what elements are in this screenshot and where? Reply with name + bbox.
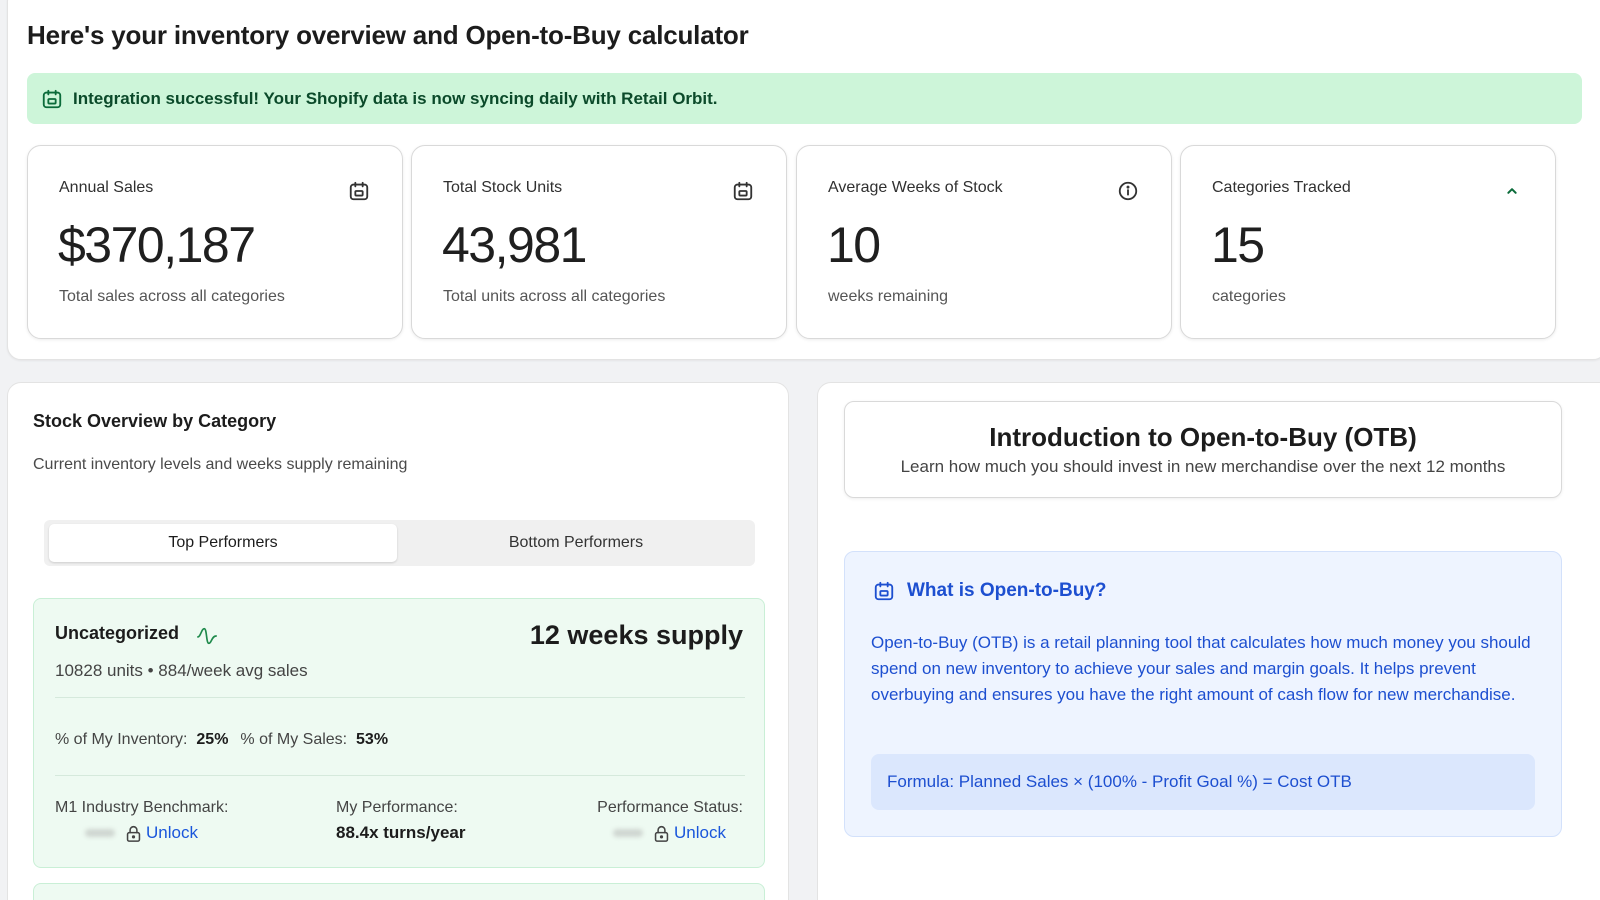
calendar-icon	[349, 181, 369, 201]
banner-text: Integration successful! Your Shopify dat…	[73, 88, 718, 108]
divider	[55, 775, 745, 776]
calendar-icon	[874, 581, 894, 601]
stat-label: Total Stock Units	[443, 179, 563, 196]
otb-intro-subtitle: Learn how much you should invest in new …	[900, 457, 1506, 476]
page-title: Here's your inventory overview and Open-…	[27, 20, 749, 50]
what-is-otb-description: Open-to-Buy (OTB) is a retail planning t…	[871, 633, 1531, 704]
sales-share-label: % of My Sales:	[240, 731, 348, 748]
calendar-icon	[733, 181, 753, 201]
tab-bottom-performers[interactable]: Bottom Performers	[508, 534, 644, 551]
stat-subtext: categories	[1212, 288, 1286, 305]
divider	[55, 697, 745, 698]
stat-value: 10	[827, 217, 881, 273]
sales-share-value: 53%	[356, 731, 389, 748]
performance-column: My Performance: 88.4x turns/year	[336, 799, 465, 843]
category-card	[33, 883, 765, 900]
stat-value: $370,187	[58, 217, 256, 273]
unlock-link[interactable]: Unlock	[146, 823, 198, 842]
stat-value: 43,981	[442, 217, 587, 273]
category-name: Uncategorized	[55, 623, 180, 643]
benchmark-label: M1 Industry Benchmark:	[55, 799, 229, 816]
activity-icon	[197, 627, 217, 645]
benchmark-column: M1 Industry Benchmark: Unlock	[55, 799, 228, 843]
otb-panel: Introduction to Open-to-Buy (OTB) Learn …	[817, 382, 1600, 900]
success-banner: Integration successful! Your Shopify dat…	[27, 73, 1582, 124]
section-subtitle: Current inventory levels and weeks suppl…	[33, 456, 408, 473]
category-meta: 10828 units • 884/week avg sales	[55, 661, 308, 680]
tab-top-performers[interactable]: Top Performers	[49, 524, 397, 562]
stat-card-avg-weeks: Average Weeks of Stock 10 weeks remainin…	[796, 145, 1172, 339]
performer-tabs: Top Performers Bottom Performers	[44, 520, 755, 566]
stat-card-total-stock: Total Stock Units 43,981 Total units acr…	[411, 145, 787, 339]
what-is-otb-title: What is Open-to-Buy?	[907, 580, 1107, 601]
otb-intro-title: Introduction to Open-to-Buy (OTB)	[989, 422, 1417, 452]
stat-subtext: weeks remaining	[828, 288, 949, 305]
section-title: Stock Overview by Category	[33, 411, 277, 431]
info-icon[interactable]	[1117, 180, 1139, 202]
performance-label: My Performance:	[336, 799, 458, 816]
what-is-otb-card: What is Open-to-Buy? Open-to-Buy (OTB) i…	[844, 551, 1562, 837]
lock-icon	[126, 825, 141, 842]
chevron-up-icon[interactable]	[1501, 180, 1523, 202]
weeks-supply: 12 weeks supply	[529, 620, 743, 650]
blurred-value	[85, 829, 115, 837]
stat-subtext: Total sales across all categories	[59, 288, 285, 305]
stock-overview-panel: Stock Overview by Category Current inven…	[7, 382, 789, 900]
stat-card-categories: Categories Tracked 15 categories	[1180, 145, 1556, 339]
status-label: Performance Status:	[597, 799, 743, 816]
stat-label: Categories Tracked	[1212, 179, 1351, 196]
stat-subtext: Total units across all categories	[443, 288, 666, 305]
performance-value: 88.4x turns/year	[336, 823, 466, 842]
share-row: % of My Inventory: 25% % of My Sales: 53…	[55, 731, 388, 749]
stat-value: 15	[1211, 217, 1265, 273]
inventory-share-label: % of My Inventory:	[55, 731, 188, 748]
status-column: Performance Status: Unlock	[597, 799, 743, 843]
stat-label: Average Weeks of Stock	[828, 179, 1003, 196]
otb-intro-card: Introduction to Open-to-Buy (OTB) Learn …	[844, 401, 1562, 498]
lock-icon	[654, 825, 669, 842]
category-card: Uncategorized 12 weeks supply 10828 unit…	[33, 598, 765, 868]
inventory-share-value: 25%	[196, 731, 229, 748]
otb-formula: Formula: Planned Sales × (100% - Profit …	[871, 754, 1535, 810]
stat-label: Annual Sales	[59, 179, 154, 196]
calendar-icon	[42, 89, 62, 108]
blurred-value	[613, 829, 644, 837]
stat-card-annual-sales: Annual Sales $370,187 Total sales across…	[27, 145, 403, 339]
unlock-link[interactable]: Unlock	[674, 823, 726, 842]
